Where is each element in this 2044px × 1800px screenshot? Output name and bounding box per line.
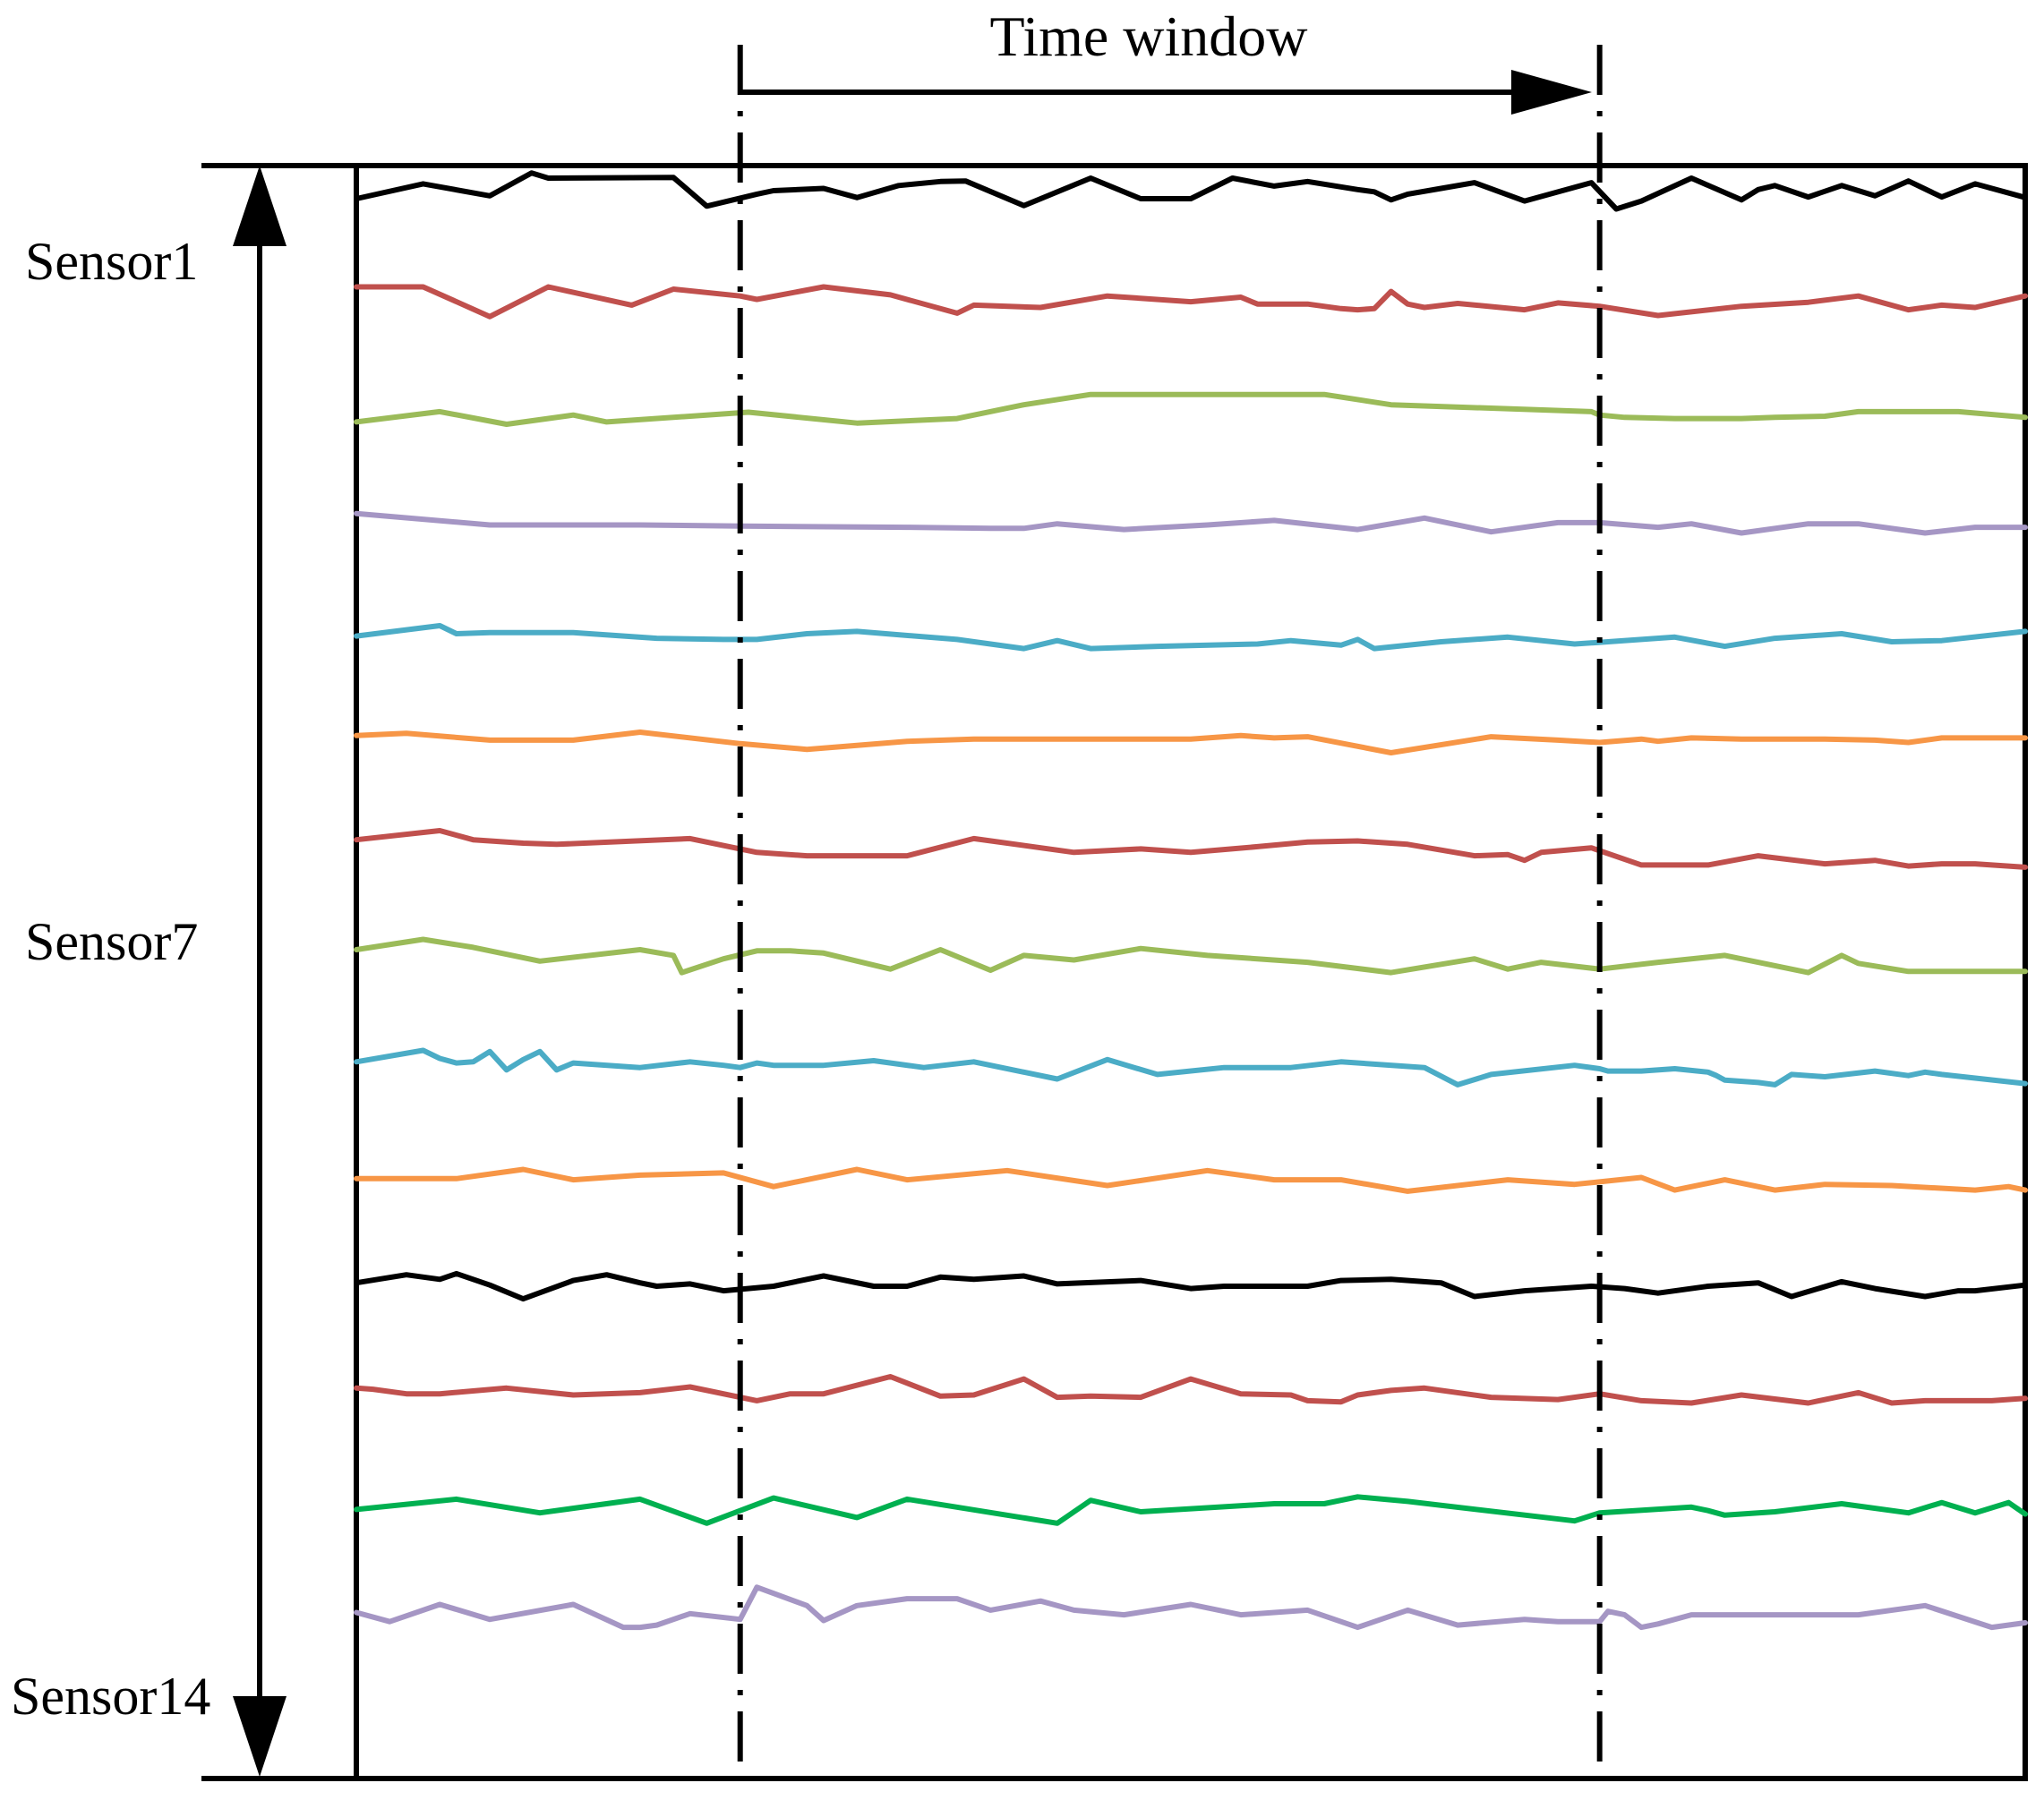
sensor-label-last: Sensor14 bbox=[11, 1667, 210, 1726]
sensor-range-arrow-down bbox=[233, 1696, 287, 1777]
sensor-series-line-14 bbox=[354, 1584, 2028, 1631]
sensor-series-line-12 bbox=[354, 1374, 2028, 1406]
time-window-title: Time window bbox=[989, 4, 1307, 68]
sensor-series-group bbox=[354, 170, 2028, 1631]
sensor-series-line-1 bbox=[354, 170, 2028, 212]
sensor-series-line-13 bbox=[354, 1494, 2028, 1526]
sensor-series-line-5 bbox=[354, 623, 2028, 652]
sensor-series-line-2 bbox=[354, 284, 2028, 320]
sensor-label-middle: Sensor7 bbox=[25, 912, 198, 971]
sensor-series-line-8 bbox=[354, 936, 2028, 976]
plot-frame bbox=[354, 163, 2028, 1781]
time-window-arrow-head bbox=[1511, 70, 1592, 115]
sensor-series-line-9 bbox=[354, 1047, 2028, 1088]
sensor-range-arrow-up bbox=[233, 166, 287, 246]
sensor-series-line-10 bbox=[354, 1166, 2028, 1194]
sensor-series-line-7 bbox=[354, 828, 2028, 870]
sensor-series-line-11 bbox=[354, 1270, 2028, 1302]
sensor-series-line-4 bbox=[354, 510, 2028, 536]
sensor-label-first: Sensor1 bbox=[25, 232, 198, 291]
sensor-series-line-6 bbox=[354, 729, 2028, 755]
sensor-series-line-3 bbox=[354, 391, 2028, 427]
